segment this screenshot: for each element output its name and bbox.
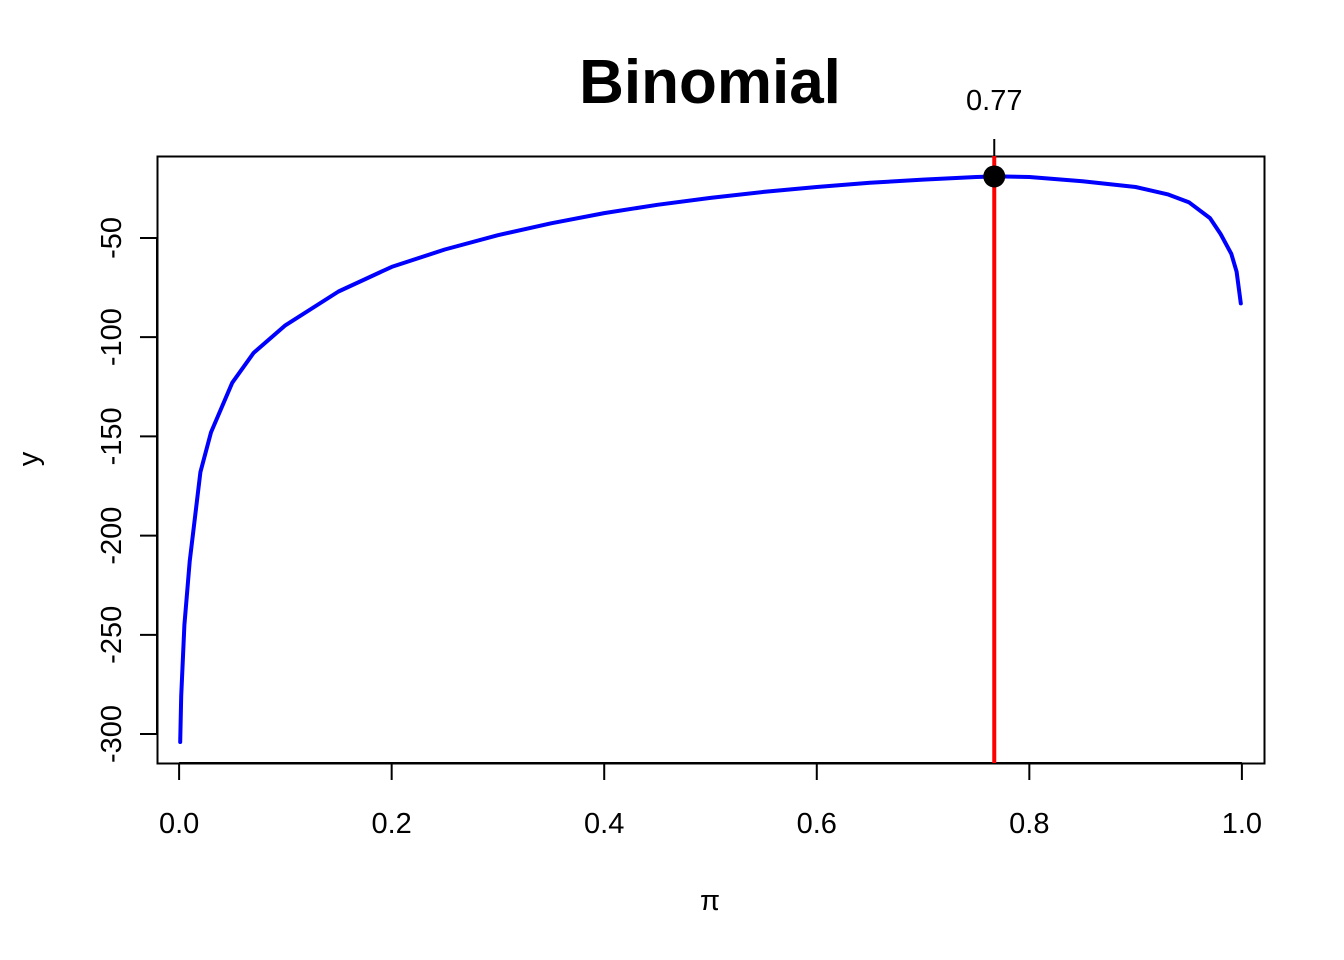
- max-label: 0.77: [966, 85, 1022, 117]
- y-tick-label: -150: [96, 407, 128, 465]
- y-tick-label: -100: [96, 308, 128, 366]
- x-tick-label: 0.2: [371, 808, 411, 840]
- y-tick-label: -50: [96, 217, 128, 259]
- x-tick-label: 1.0: [1222, 808, 1262, 840]
- chart-title: Binomial: [579, 48, 841, 117]
- y-tick-label: -250: [96, 606, 128, 664]
- y-axis: -300 -250 -200 -150 -100 -50: [96, 217, 158, 763]
- series-line: [178, 174, 1243, 744]
- x-axis-label: π: [700, 885, 720, 917]
- y-axis-label: y: [13, 451, 45, 466]
- plot-frame: [156, 155, 1266, 765]
- y-tick-label: -200: [96, 507, 128, 565]
- x-tick-label: 0.0: [159, 808, 199, 840]
- max-point: [983, 165, 1006, 188]
- x-tick-label: 0.4: [584, 808, 624, 840]
- x-tick-label: 0.8: [1009, 808, 1049, 840]
- series-layer: [178, 174, 1243, 744]
- y-tick-label: -300: [96, 705, 128, 763]
- annotation-layer: 0.77: [966, 85, 1022, 763]
- x-axis: 0.0 0.2 0.4 0.6 0.8 1.0: [159, 762, 1262, 840]
- x-tick-label: 0.6: [797, 808, 837, 840]
